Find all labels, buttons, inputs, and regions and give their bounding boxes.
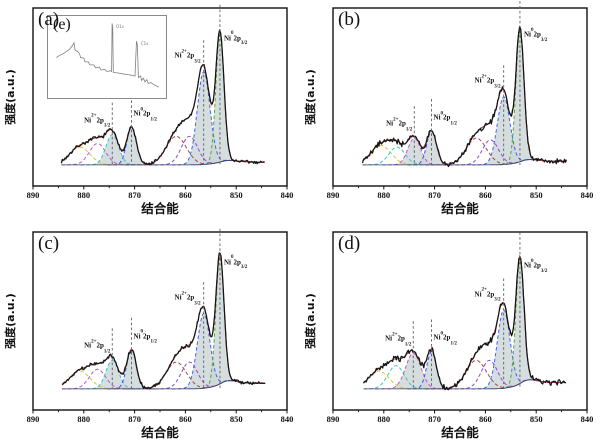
x-tick-label: 890: [27, 414, 40, 424]
x-tick-label: 840: [281, 190, 294, 200]
x-tick-label: 840: [581, 190, 594, 200]
x-tick-label: 860: [179, 414, 192, 424]
panel-a: 890 880 870 860 850 840 Ni2+2p1/2 Ni02p1/2 Ni2+…: [0, 0, 300, 224]
spectrum-plot-d: 890 880 870 860 850 840: [327, 231, 594, 424]
x-tick-label: 880: [77, 414, 90, 424]
panel-d: 890 880 870 860 850 840 Ni2+2p1/2 Ni02p1/2 Ni2+…: [300, 224, 600, 448]
spectrum-plot-b: 890 880 870 860 850 840: [327, 1, 594, 200]
x-tick-label: 870: [128, 190, 141, 200]
y-axis-label: 强度(a.u.): [304, 69, 317, 125]
x-axis-label: 结合能: [441, 201, 479, 216]
x-tick-label: 870: [428, 414, 441, 424]
x-axis-label: 结合能: [441, 425, 479, 440]
spectrum-plot-a: 890 880 870 860 850 840: [27, 4, 294, 200]
y-axis-label: 强度(a.u.): [4, 69, 17, 125]
x-axis-label: 结合能: [141, 201, 179, 216]
x-tick-label: 880: [77, 190, 90, 200]
x-tick-label: 860: [179, 190, 192, 200]
x-tick-label: 880: [377, 414, 390, 424]
x-tick-label: 850: [230, 414, 243, 424]
x-tick-label: 880: [377, 190, 390, 200]
x-tick-label: 870: [428, 190, 441, 200]
inset-letter: (e): [53, 16, 71, 33]
panel-b: 890 880 870 860 850 840 Ni2+2p1/2 Ni02p1/2 Ni2+…: [300, 0, 600, 224]
x-axis-label: 结合能: [141, 425, 179, 440]
y-axis-label: 强度(a.u.): [4, 293, 17, 349]
y-axis-label: 强度(a.u.): [304, 293, 317, 349]
inset-peak-label-2: C1s: [140, 40, 149, 46]
x-tick-label: 890: [27, 190, 40, 200]
panel-letter-c: (c): [38, 233, 60, 254]
x-tick-label: 890: [327, 414, 340, 424]
panel-letter-d: (d): [338, 233, 361, 254]
x-tick-label: 850: [230, 190, 243, 200]
survey-plot: [56, 23, 159, 88]
survey-inset: (e) O1s C1s: [47, 15, 167, 99]
x-tick-label: 870: [128, 414, 141, 424]
spectrum-plot-c: 890 880 870 860 850 840: [27, 228, 294, 424]
x-tick-label: 850: [530, 190, 543, 200]
inset-peak-label-1: O1s: [116, 23, 124, 29]
x-tick-label: 840: [281, 414, 294, 424]
x-tick-label: 860: [479, 414, 492, 424]
x-tick-label: 840: [581, 414, 594, 424]
panel-letter-a: (a): [38, 9, 60, 30]
x-tick-label: 890: [327, 190, 340, 200]
panel-c: 890 880 870 860 850 840 Ni2+2p1/2 Ni02p1/2 Ni2+…: [0, 224, 300, 448]
panel-letter-b: (b): [338, 9, 361, 30]
x-tick-label: 850: [530, 414, 543, 424]
x-tick-label: 860: [479, 190, 492, 200]
